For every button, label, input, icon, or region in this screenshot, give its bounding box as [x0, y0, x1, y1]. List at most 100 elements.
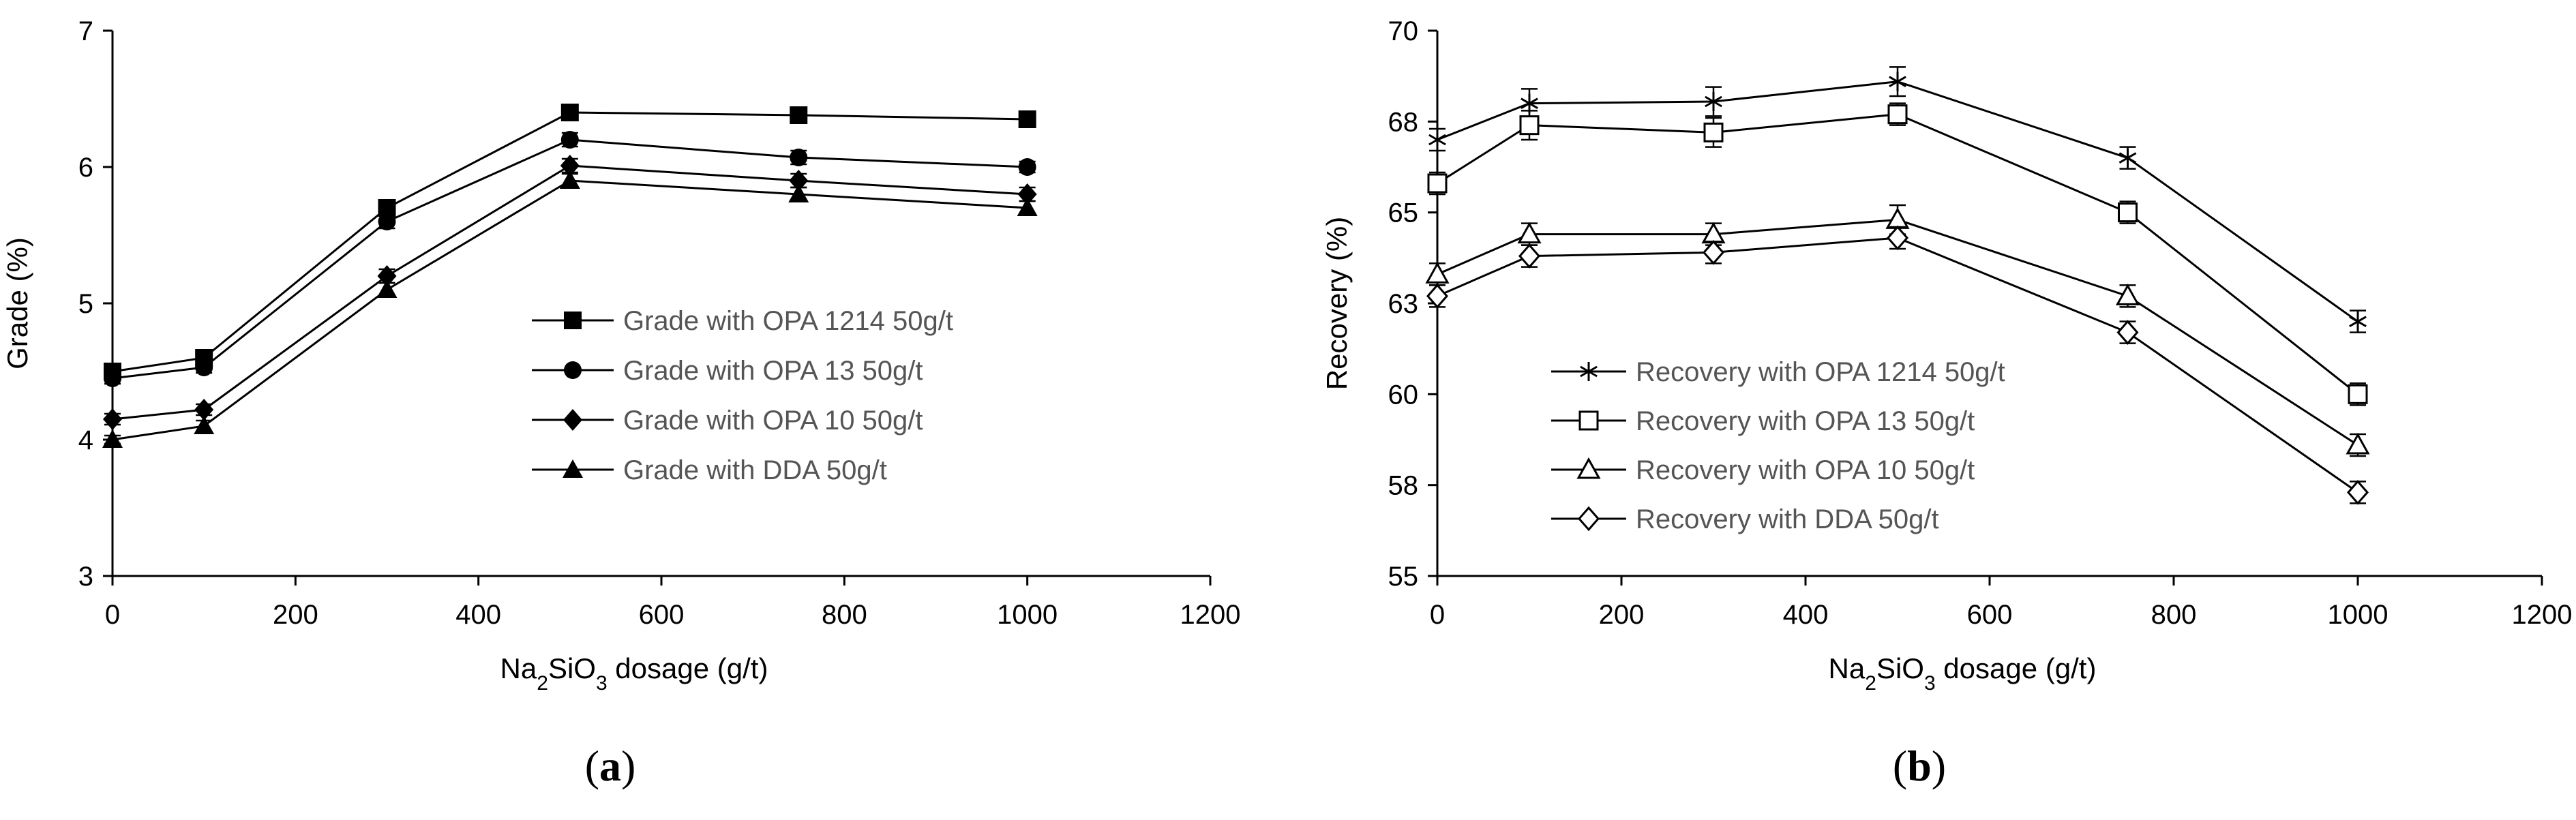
x-tick-label: 1200: [1180, 600, 1241, 630]
x-axis-title: Na2SiO3 dosage (g/t): [500, 652, 768, 695]
data-point: [789, 170, 809, 192]
x-tick-label: 400: [455, 600, 501, 630]
y-tick-label: 58: [1388, 471, 1419, 501]
data-point: [1425, 262, 1450, 284]
x-tick-label: 400: [1783, 600, 1829, 630]
data-point: [1889, 72, 1906, 91]
data-point: [1705, 92, 1722, 111]
x-tick-label: 800: [2151, 600, 2197, 630]
x-axis-title-subscript: 2: [1865, 672, 1876, 695]
data-point: [2348, 384, 2368, 404]
y-tick-label: 55: [1388, 562, 1419, 592]
data-point: [560, 131, 579, 149]
data-point: [194, 399, 214, 421]
data-point: [1428, 130, 1446, 149]
legend-marker: [1580, 362, 1598, 381]
series-1: [104, 104, 1036, 380]
panel-label: (b): [1893, 742, 1946, 790]
data-point: [1517, 222, 1542, 244]
legend-marker: [564, 361, 582, 379]
series-4: [102, 170, 1038, 448]
series-line: [112, 179, 1028, 441]
data-point: [790, 106, 808, 124]
legend-entry-1: Recovery with OPA 1214 50g/t: [1551, 357, 2005, 387]
data-point: [2115, 284, 2140, 305]
data-point: [1885, 207, 1910, 229]
legend-marker: [1576, 457, 1601, 479]
data-point: [2116, 320, 2139, 345]
y-tick-label: 5: [78, 289, 93, 319]
legend-label: Recovery with OPA 1214 50g/t: [1636, 357, 2005, 387]
x-axis-title-part: Na: [500, 652, 537, 684]
data-point: [378, 213, 396, 230]
x-axis-title-part: SiO: [548, 652, 596, 684]
panel-label-paren: (: [1893, 742, 1907, 790]
y-tick-label: 7: [78, 16, 93, 46]
y-tick-label: 65: [1388, 198, 1419, 228]
series-4: [1426, 225, 2369, 505]
data-point: [1426, 284, 1448, 309]
series-line: [112, 111, 1028, 373]
legend-entry-2: Recovery with OPA 13 50g/t: [1551, 406, 1975, 436]
data-point: [377, 265, 397, 287]
data-point: [194, 416, 215, 434]
data-point: [2118, 202, 2138, 223]
legend-entry-4: Recovery with DDA 50g/t: [1551, 504, 1939, 534]
panel-label: (a): [585, 742, 636, 790]
panel-label-paren: (: [585, 742, 599, 790]
legend-entry-1: Grade with OPA 1214 50g/t: [532, 306, 953, 336]
data-point: [560, 155, 580, 177]
x-axis-title-part: Na: [1829, 652, 1866, 684]
legend-marker: [1578, 506, 1600, 532]
data-point: [1427, 173, 1448, 194]
series-line: [112, 138, 1028, 380]
panel-label-letter: a: [599, 742, 621, 790]
data-point: [559, 170, 580, 189]
data-point: [1519, 115, 1540, 136]
data-point: [1887, 104, 1908, 125]
series-line: [112, 164, 1028, 421]
series-line: [1437, 80, 2358, 322]
x-axis-title-subscript: 3: [596, 672, 608, 695]
x-axis-title-subscript: 3: [1924, 672, 1936, 695]
y-tick-label: 4: [78, 425, 93, 455]
data-point: [2346, 432, 2370, 455]
y-tick-label: 6: [78, 153, 93, 183]
legend-label: Grade with OPA 10 50g/t: [623, 406, 923, 436]
x-axis-title: Na2SiO3 dosage (g/t): [1829, 652, 2097, 695]
legend-entry-4: Grade with DDA 50g/t: [532, 455, 887, 485]
legend-marker: [1578, 410, 1599, 431]
y-tick-label: 63: [1388, 289, 1419, 319]
x-axis-title-part: SiO: [1876, 652, 1924, 684]
series-2: [1427, 102, 2368, 406]
y-tick-label: 68: [1388, 107, 1419, 137]
x-tick-label: 1000: [997, 600, 1058, 630]
y-axis-title: Grade (%): [1, 237, 33, 369]
x-tick-label: 1200: [2512, 600, 2573, 630]
legend-entry-3: Recovery with OPA 10 50g/t: [1551, 455, 1975, 485]
data-point: [104, 369, 121, 387]
x-tick-label: 200: [273, 600, 318, 630]
legend-label: Grade with DDA 50g/t: [623, 455, 887, 485]
chart-b-recovery: 0 200 400 600 800 1000 1200 55 58 60 63 65 68 70 Na2Si…: [1321, 16, 2572, 790]
data-point: [1703, 122, 1724, 142]
panel-label-letter: b: [1907, 742, 1932, 790]
series-1: [1428, 66, 2367, 333]
legend-label: Recovery with OPA 13 50g/t: [1636, 406, 1975, 436]
legend-label: Grade with OPA 13 50g/t: [623, 356, 923, 386]
x-tick-label: 600: [639, 600, 685, 630]
x-axis-title-part: dosage (g/t): [1936, 652, 2097, 684]
data-point: [560, 104, 579, 121]
x-tick-label: 1000: [2328, 600, 2388, 630]
panel-label-paren: ): [621, 742, 635, 790]
legend-entry-2: Grade with OPA 13 50g/t: [532, 356, 923, 386]
legend-marker: [563, 409, 582, 431]
data-point: [1017, 183, 1037, 205]
data-point: [1018, 158, 1036, 176]
x-axis-title-part: dosage (g/t): [608, 652, 768, 684]
data-point: [790, 149, 808, 166]
data-point: [2349, 312, 2367, 331]
legend-marker: [563, 459, 583, 478]
